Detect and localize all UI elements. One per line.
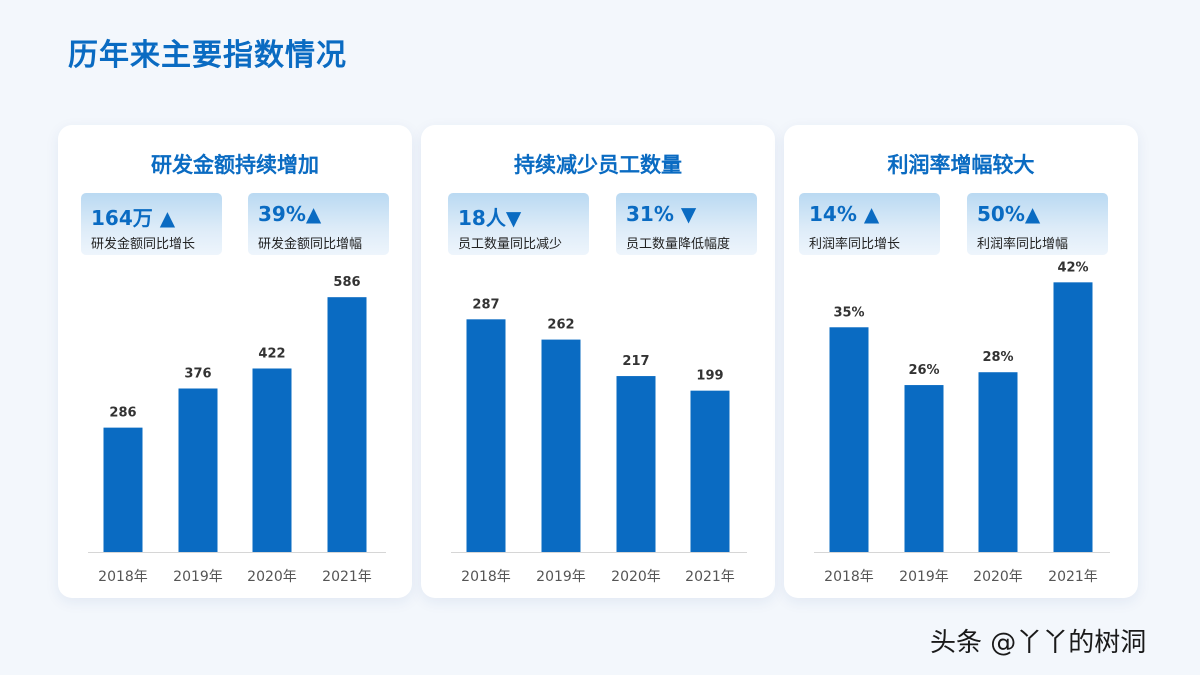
bar-2021年 (690, 390, 730, 552)
data-label: 422 (258, 346, 285, 361)
x-tick-label: 2019年 (899, 569, 949, 585)
stat-value: 31% ▼ (626, 202, 697, 226)
stat-value: 18人▼ (458, 206, 522, 230)
stat-value: 39%▲ (258, 202, 322, 226)
watermark: 头条 @丫丫的树洞 (930, 628, 1147, 658)
stat-card-rd-rate: 39%▲ 研发金额同比增幅 (248, 193, 389, 255)
panel-title: 利润率增幅较大 (887, 153, 1035, 177)
data-label: 28% (982, 350, 1013, 365)
stat-label: 研发金额同比增长 (91, 237, 196, 252)
x-tick-label: 2020年 (611, 569, 661, 585)
stat-label: 员工数量降低幅度 (626, 237, 731, 252)
panel-rd-amount: 研发金额持续增加 164万 ▲ 研发金额同比增长 39%▲ 研发金额同比增幅 2… (58, 125, 412, 598)
data-label: 586 (333, 275, 360, 290)
x-tick-label: 2020年 (247, 569, 297, 585)
x-tick-label: 2020年 (973, 569, 1023, 585)
data-label: 287 (472, 297, 499, 312)
data-label: 286 (109, 406, 136, 421)
bar-2018年 (829, 327, 869, 552)
page-title: 历年来主要指数情况 (68, 38, 347, 73)
stat-label: 研发金额同比增幅 (258, 237, 363, 252)
panel-title: 研发金额持续增加 (151, 153, 319, 177)
bar-2018年 (103, 427, 143, 552)
bar-2021年 (327, 297, 367, 552)
bar-2019年 (178, 388, 218, 552)
data-label: 376 (184, 366, 211, 381)
x-tick-label: 2019年 (173, 569, 223, 585)
data-label: 262 (547, 318, 574, 333)
stat-card-employee-decrease: 18人▼ 员工数量同比减少 (448, 193, 589, 255)
profit-margin-bar-chart: 35% 2018年 26% 2019年 28% 2020年 42% 2021年 (814, 260, 1110, 585)
bar-2020年 (252, 368, 292, 552)
x-tick-label: 2021年 (685, 569, 735, 585)
x-tick-label: 2018年 (824, 569, 874, 585)
employee-count-bar-chart: 287 2018年 262 2019年 217 2020年 199 2021年 (451, 297, 747, 585)
data-label: 35% (833, 305, 864, 320)
stat-value: 164万 ▲ (91, 206, 176, 230)
panel-profit-margin: 利润率增幅较大 14% ▲ 利润率同比增长 50%▲ 利润率同比增幅 35% 20… (784, 125, 1138, 598)
stat-label: 利润率同比增幅 (977, 237, 1069, 252)
bar-2018年 (466, 319, 506, 552)
data-label: 42% (1057, 260, 1088, 275)
x-tick-label: 2018年 (98, 569, 148, 585)
bar-2019年 (904, 385, 944, 552)
stat-label: 利润率同比增长 (809, 237, 901, 252)
stat-value: 50%▲ (977, 202, 1041, 226)
x-tick-label: 2021年 (322, 569, 372, 585)
stat-value: 14% ▲ (809, 202, 880, 226)
data-label: 199 (696, 369, 723, 384)
data-label: 217 (622, 354, 649, 369)
panel-employee-count: 持续减少员工数量 18人▼ 员工数量同比减少 31% ▼ 员工数量降低幅度 28… (421, 125, 775, 598)
bar-2020年 (616, 376, 656, 552)
bar-2021年 (1053, 282, 1093, 552)
rd-amount-bar-chart: 286 2018年 376 2019年 422 2020年 586 2021年 (88, 275, 386, 585)
stat-label: 员工数量同比减少 (458, 237, 563, 252)
bar-2020年 (978, 372, 1018, 552)
stat-card-employee-rate: 31% ▼ 员工数量降低幅度 (616, 193, 757, 255)
stat-card-rd-growth: 164万 ▲ 研发金额同比增长 (81, 193, 222, 255)
x-tick-label: 2021年 (1048, 569, 1098, 585)
stat-card-profit-growth: 14% ▲ 利润率同比增长 (799, 193, 940, 255)
data-label: 26% (908, 363, 939, 378)
panel-title: 持续减少员工数量 (514, 153, 682, 177)
x-tick-label: 2019年 (536, 569, 586, 585)
stat-card-profit-rate: 50%▲ 利润率同比增幅 (967, 193, 1108, 255)
x-tick-label: 2018年 (461, 569, 511, 585)
bar-2019年 (541, 339, 581, 552)
